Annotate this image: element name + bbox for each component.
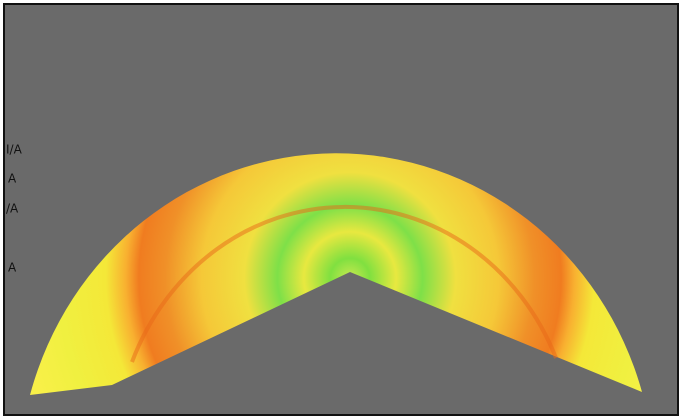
side-label: A (8, 261, 17, 275)
page: I/AA/AA (() => { const data = JSON.parse… (0, 0, 682, 419)
viewport: I/A A/A A (0, 0, 682, 419)
side-label: A (8, 172, 17, 186)
side-label: I/A (6, 143, 23, 157)
side-label: /A (6, 202, 19, 216)
